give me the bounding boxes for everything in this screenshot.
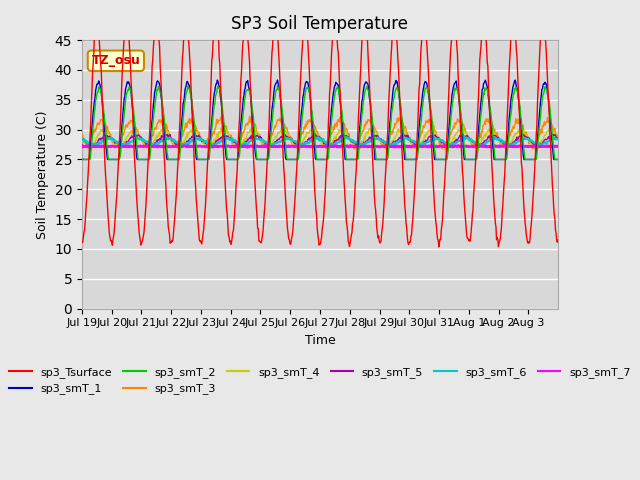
sp3_Tsurface	[554, 237, 562, 243]
sp3_smT_7	[396, 144, 404, 150]
sp3_smT_6	[134, 136, 141, 142]
sp3_smT_3	[245, 119, 253, 124]
sp3_smT_6	[554, 136, 562, 142]
sp3_smT_1	[369, 134, 377, 140]
sp3_smT_6	[246, 139, 253, 145]
Line: sp3_smT_6: sp3_smT_6	[82, 137, 558, 146]
Y-axis label: Soil Temperature (C): Soil Temperature (C)	[36, 110, 49, 239]
sp3_smT_5	[134, 132, 141, 138]
Line: sp3_smT_5: sp3_smT_5	[82, 134, 558, 147]
sp3_Tsurface	[435, 244, 443, 250]
sp3_smT_6	[396, 139, 404, 144]
sp3_smT_2	[396, 96, 404, 102]
sp3_smT_2	[78, 156, 86, 162]
sp3_smT_7	[245, 144, 253, 150]
sp3_smT_2	[246, 87, 253, 93]
sp3_smT_7	[134, 144, 141, 149]
sp3_smT_5	[268, 144, 275, 150]
sp3_smT_6	[264, 141, 271, 147]
sp3_smT_5	[245, 136, 253, 142]
sp3_smT_3	[264, 143, 271, 148]
sp3_smT_4	[245, 130, 253, 135]
sp3_smT_2	[554, 156, 562, 162]
sp3_smT_3	[351, 146, 359, 152]
sp3_smT_2	[369, 123, 377, 129]
sp3_smT_1	[274, 77, 282, 83]
sp3_smT_6	[460, 134, 468, 140]
sp3_smT_5	[221, 133, 229, 139]
sp3_smT_4	[134, 131, 141, 136]
sp3_Tsurface	[369, 166, 377, 171]
Text: TZ_osu: TZ_osu	[92, 54, 140, 67]
sp3_smT_1	[134, 156, 141, 162]
sp3_Tsurface	[78, 239, 86, 245]
Line: sp3_smT_4: sp3_smT_4	[82, 127, 558, 150]
sp3_smT_3	[78, 132, 86, 138]
sp3_smT_7	[221, 144, 229, 149]
sp3_Tsurface	[396, 96, 404, 102]
sp3_Tsurface	[134, 213, 141, 219]
sp3_smT_3	[134, 128, 141, 133]
sp3_smT_1	[245, 85, 253, 91]
sp3_smT_6	[78, 136, 86, 142]
Line: sp3_smT_2: sp3_smT_2	[82, 86, 558, 159]
sp3_smT_5	[263, 141, 271, 146]
sp3_smT_4	[397, 129, 404, 134]
Line: sp3_Tsurface: sp3_Tsurface	[82, 17, 558, 247]
sp3_smT_1	[78, 156, 86, 162]
sp3_smT_7	[78, 143, 86, 148]
sp3_smT_2	[264, 156, 271, 162]
sp3_smT_4	[263, 144, 271, 150]
sp3_smT_4	[221, 129, 229, 135]
sp3_smT_4	[78, 136, 86, 142]
sp3_smT_7	[369, 144, 377, 149]
sp3_smT_3	[397, 118, 404, 123]
sp3_smT_4	[554, 137, 562, 143]
sp3_Tsurface	[246, 60, 253, 65]
Line: sp3_smT_3: sp3_smT_3	[82, 116, 558, 149]
sp3_smT_1	[554, 156, 562, 162]
sp3_smT_5	[78, 136, 86, 142]
sp3_smT_1	[396, 98, 404, 104]
sp3_smT_6	[369, 136, 377, 142]
sp3_smT_5	[397, 135, 404, 141]
sp3_smT_7	[408, 144, 415, 150]
X-axis label: Time: Time	[305, 334, 335, 347]
sp3_smT_4	[369, 125, 377, 131]
sp3_smT_3	[246, 113, 253, 119]
Legend: sp3_Tsurface, sp3_smT_1, sp3_smT_2, sp3_smT_3, sp3_smT_4, sp3_smT_5, sp3_smT_6, : sp3_Tsurface, sp3_smT_1, sp3_smT_2, sp3_…	[5, 362, 635, 399]
sp3_smT_7	[339, 143, 346, 148]
sp3_smT_6	[151, 144, 159, 149]
sp3_smT_4	[382, 147, 390, 153]
sp3_smT_2	[184, 83, 192, 89]
sp3_smT_1	[263, 156, 271, 162]
sp3_smT_2	[134, 155, 141, 161]
sp3_smT_3	[221, 124, 229, 130]
sp3_smT_5	[554, 135, 562, 141]
sp3_smT_7	[554, 143, 562, 149]
sp3_smT_1	[221, 146, 229, 152]
sp3_Tsurface	[264, 151, 271, 157]
sp3_smT_3	[370, 123, 378, 129]
Title: SP3 Soil Temperature: SP3 Soil Temperature	[232, 15, 408, 33]
sp3_Tsurface	[222, 195, 230, 201]
sp3_smT_4	[278, 124, 285, 130]
sp3_smT_6	[222, 136, 230, 142]
Line: sp3_smT_1: sp3_smT_1	[82, 80, 558, 159]
sp3_smT_5	[370, 132, 378, 138]
sp3_smT_3	[554, 133, 562, 139]
sp3_Tsurface	[182, 14, 189, 20]
sp3_smT_2	[222, 142, 230, 148]
Line: sp3_smT_7: sp3_smT_7	[82, 145, 558, 147]
sp3_smT_7	[263, 144, 271, 150]
sp3_smT_5	[312, 131, 319, 137]
